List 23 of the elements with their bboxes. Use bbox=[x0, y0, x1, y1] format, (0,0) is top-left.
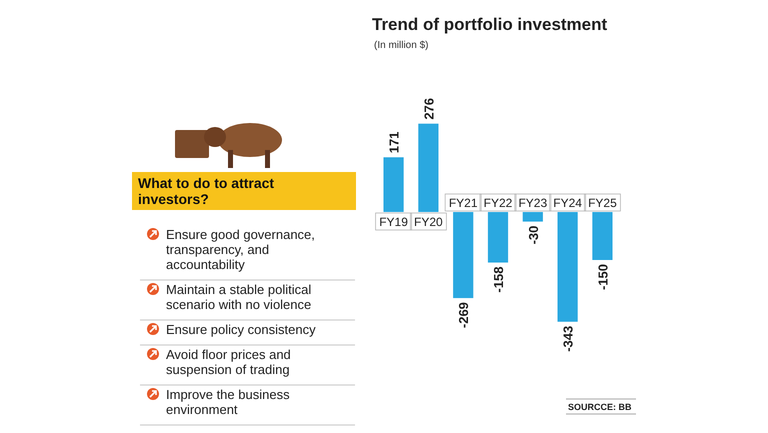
text: Ensure good governance, transparency, and accountability bbox=[166, 227, 315, 272]
data-label: -158 bbox=[491, 266, 506, 293]
data-label: -269 bbox=[456, 302, 472, 328]
x-tick-label: FY24 bbox=[553, 196, 582, 210]
text: Avoid floor prices and suspension of trading bbox=[166, 347, 291, 377]
data-label: -30 bbox=[526, 226, 541, 244]
x-tick-label: FY22 bbox=[484, 196, 513, 210]
data-label: -343 bbox=[560, 326, 576, 352]
text: Maintain a stable political scenario with no violence bbox=[166, 282, 312, 312]
data-label: -150 bbox=[595, 264, 610, 290]
x-tick-label: FY23 bbox=[518, 196, 548, 210]
data-label: 171 bbox=[386, 132, 402, 154]
x-tick-label: FY20 bbox=[414, 215, 444, 229]
x-tick-label: FY19 bbox=[379, 215, 408, 229]
text: What to do to attract investors? bbox=[138, 175, 274, 207]
x-tick-label: FY25 bbox=[588, 196, 618, 210]
chart-subtitle: (In million $) bbox=[374, 40, 428, 51]
chart-title: Trend of portfolio investment bbox=[372, 15, 608, 34]
x-tick-label: FY21 bbox=[448, 196, 478, 210]
text: SOURCCE: BB bbox=[568, 402, 632, 412]
text: Improve the business environment bbox=[166, 387, 290, 417]
text: Ensure policy consistency bbox=[166, 322, 316, 337]
data-label: 276 bbox=[421, 98, 436, 120]
